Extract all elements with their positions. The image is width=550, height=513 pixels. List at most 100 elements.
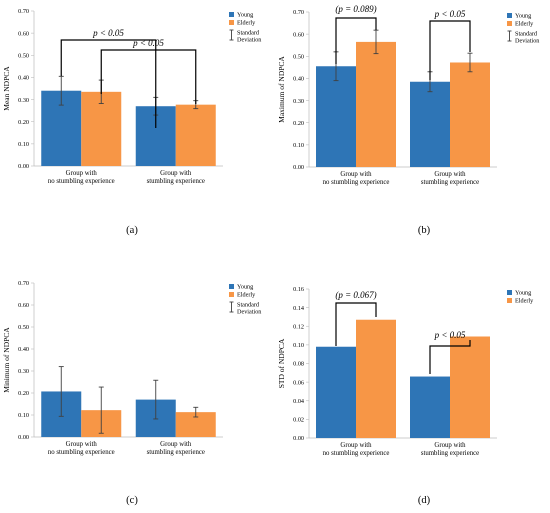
y-axis-label: Minimum of NDPCA [2, 327, 11, 393]
y-tick-label: 0.20 [18, 119, 29, 126]
legend-swatch-young [229, 12, 234, 17]
significance-bracket: p < 0.05 [60, 28, 157, 128]
bar-elderly-1 [356, 41, 396, 168]
x-category-label-line: Group with [160, 441, 192, 448]
y-tick-label: 0.40 [293, 76, 304, 83]
legend-error-label-line: Deviation [515, 38, 539, 45]
legend-swatch-elderly [229, 292, 234, 297]
y-tick-label: 0.60 [18, 30, 29, 37]
error-bar [193, 406, 199, 418]
y-tick-label: 0.02 [293, 417, 304, 424]
x-category-label: Group with stumbling experience [147, 170, 205, 185]
y-tick-label: 0.50 [293, 53, 304, 60]
legend-label-elderly: Elderly [515, 298, 534, 305]
legend-swatch-elderly [507, 298, 512, 303]
y-tick-label: 0.60 [293, 31, 304, 38]
bar-elderly-1 [356, 319, 396, 438]
error-bar [467, 52, 473, 73]
y-tick-label: 0.70 [293, 9, 304, 16]
y-tick-label: 0.70 [18, 8, 29, 15]
significance-label: p < 0.05 [434, 330, 466, 340]
significance-bracket-line [429, 340, 471, 374]
bar-young-2 [410, 81, 450, 167]
y-tick-label: 0.08 [293, 361, 304, 368]
y-axis-label: STD of NDPCA [277, 338, 286, 388]
y-tick-label: 0.10 [18, 412, 29, 419]
x-category-label-line: no stumbling experience [323, 179, 390, 186]
bar-elderly-1 [81, 91, 122, 166]
legend-error-label: Standard Deviation [237, 302, 261, 316]
y-tick-label: 0.04 [293, 398, 304, 405]
error-bar [153, 379, 159, 420]
y-tick-label: 0.10 [293, 342, 304, 349]
legend-label-young: Young [515, 13, 531, 20]
significance-bracket-line [335, 17, 377, 64]
significance-label: (p = 0.067) [335, 290, 376, 300]
significance-bracket: p < 0.05 [429, 330, 471, 374]
bar-young-2 [410, 376, 450, 438]
significance-label: p < 0.05 [92, 28, 124, 38]
y-tick-label: 0.30 [293, 98, 304, 105]
significance-bracket-line [429, 20, 471, 80]
x-category-label-line: Group with [434, 442, 466, 449]
y-tick-label: 0.20 [293, 120, 304, 127]
legend-error-bar-icon [507, 30, 512, 42]
legend-error-label-line: Standard [237, 30, 260, 37]
panel-label: (b) [418, 225, 431, 236]
x-category-label: Group with no stumbling experience [323, 442, 390, 457]
y-tick-label: 0.20 [18, 390, 29, 397]
x-category-label-line: Group with [66, 170, 98, 177]
x-category-label: Group with stumbling experience [421, 442, 479, 457]
x-category-label-line: stumbling experience [421, 450, 479, 457]
y-tick-label: 0.14 [293, 305, 304, 312]
chart-panel-3: 0.00 0.10 0.20 0.30 0.40 0.50 0.60 0.70 Minimum … [2, 280, 261, 506]
significance-bracket-line [100, 49, 197, 104]
chart-panel-4: 0.00 0.02 0.04 0.06 0.08 0.10 0.12 0.14 0.16 STD … [277, 286, 534, 506]
significance-label: p < 0.05 [434, 9, 466, 19]
legend-label-young: Young [237, 284, 253, 291]
significance-bracket: p < 0.05 [100, 38, 197, 104]
significance-bracket: (p = 0.067) [335, 290, 377, 346]
y-tick-label: 0.60 [18, 302, 29, 309]
bar-young-1 [316, 66, 356, 167]
y-axis-label: Mean NDPCA [2, 66, 11, 111]
legend-label-elderly: Elderly [237, 20, 256, 27]
x-category-label: Group with no stumbling experience [48, 170, 115, 185]
legend-error-bar-icon [229, 29, 234, 41]
legend-label-elderly: Elderly [237, 292, 256, 299]
error-bar [58, 75, 64, 106]
legend-label-young: Young [237, 12, 253, 19]
error-bar [58, 366, 64, 417]
bar-young-1 [316, 346, 356, 438]
x-category-label-line: Group with [434, 171, 466, 178]
y-tick-label: 0.00 [18, 434, 29, 441]
legend-error-label-line: Deviation [237, 309, 261, 316]
chart-panel-1: 0.00 0.10 0.20 0.30 0.40 0.50 0.60 0.70 Mean NDP… [2, 8, 261, 236]
panel-label: (c) [126, 495, 138, 506]
x-category-label: Group with no stumbling experience [48, 441, 115, 456]
y-tick-label: 0.30 [18, 368, 29, 375]
significance-bracket: (p = 0.089) [335, 4, 377, 64]
legend-label-elderly: Elderly [515, 21, 534, 28]
significance-bracket-line [60, 39, 157, 128]
y-tick-label: 0.12 [293, 323, 304, 330]
legend-swatch-elderly [229, 20, 234, 25]
legend-error-label-line: Standard [515, 31, 538, 38]
x-category-label-line: no stumbling experience [48, 178, 115, 185]
x-category-label: Group with stumbling experience [421, 171, 479, 186]
y-tick-label: 0.06 [293, 379, 304, 386]
y-tick-label: 0.00 [18, 163, 29, 170]
y-tick-label: 0.00 [293, 435, 304, 442]
legend-swatch-young [507, 13, 512, 18]
y-tick-label: 0.00 [293, 164, 304, 171]
y-axis-label: Maximum of NDPCA [277, 56, 286, 123]
y-tick-label: 0.40 [18, 346, 29, 353]
x-category-label-line: Group with [340, 171, 372, 178]
legend-swatch-elderly [507, 21, 512, 26]
legend-label-young: Young [515, 290, 531, 297]
x-category-label-line: Group with [66, 441, 98, 448]
x-category-label: Group with no stumbling experience [323, 171, 390, 186]
significance-bracket: p < 0.05 [429, 9, 471, 80]
